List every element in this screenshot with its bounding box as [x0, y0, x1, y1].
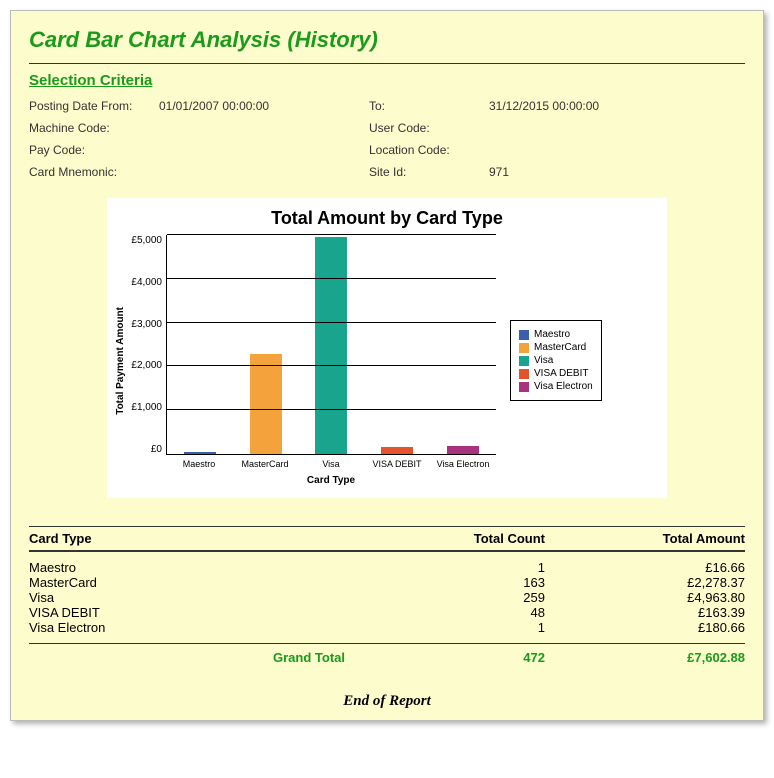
cell-count: 1 — [385, 620, 545, 635]
legend-item: VISA DEBIT — [519, 368, 593, 379]
x-tick-label: VISA DEBIT — [367, 459, 427, 469]
y-tick: £2,000 — [128, 360, 162, 371]
chart-gridline — [167, 365, 496, 366]
chart-bar — [184, 452, 216, 454]
legend-label: Maestro — [534, 329, 570, 340]
report-page: Card Bar Chart Analysis (History) Select… — [10, 10, 764, 721]
cell-card-type: MasterCard — [29, 575, 385, 590]
legend-swatch — [519, 382, 529, 392]
x-tick-label: Maestro — [169, 459, 229, 469]
summary-table: Card Type Total Count Total Amount Maest… — [29, 526, 745, 671]
grand-total-label: Grand Total — [29, 650, 385, 665]
site-id-value: 971 — [489, 165, 745, 179]
col-total-amount: Total Amount — [545, 531, 745, 546]
cell-amount: £16.66 — [545, 560, 745, 575]
posting-to-label: To: — [369, 99, 489, 113]
chart-y-axis: £5,000 £4,000 £3,000 £2,000 £1,000 £0 — [128, 235, 166, 455]
user-code-label: User Code: — [369, 121, 489, 135]
chart-gridline — [167, 322, 496, 323]
chart-x-axis-label: Card Type — [166, 475, 496, 486]
cell-card-type: Visa — [29, 590, 385, 605]
chart-plot-area — [166, 235, 496, 455]
cell-card-type: VISA DEBIT — [29, 605, 385, 620]
table-row: VISA DEBIT48£163.39 — [29, 605, 745, 620]
x-tick-label: MasterCard — [235, 459, 295, 469]
chart-legend: Maestro MasterCard Visa VISA DEBIT Visa Elec… — [510, 320, 602, 401]
title-rule — [29, 63, 745, 64]
chart-gridline — [167, 278, 496, 279]
site-id-label: Site Id: — [369, 165, 489, 179]
col-total-count: Total Count — [385, 531, 545, 546]
x-tick-label: Visa — [301, 459, 361, 469]
chart-bar — [381, 447, 413, 454]
legend-item: Visa Electron — [519, 381, 593, 392]
y-tick: £5,000 — [128, 235, 162, 246]
x-tick-label: Visa Electron — [433, 459, 493, 469]
chart-gridline — [167, 234, 496, 235]
chart-bar — [250, 354, 282, 454]
cell-amount: £4,963.80 — [545, 590, 745, 605]
chart-title: Total Amount by Card Type — [113, 208, 661, 229]
table-header-row: Card Type Total Count Total Amount — [29, 527, 745, 550]
posting-from-value: 01/01/2007 00:00:00 — [159, 99, 369, 113]
table-row: Visa259£4,963.80 — [29, 590, 745, 605]
legend-label: Visa Electron — [534, 381, 593, 392]
pay-code-label: Pay Code: — [29, 143, 159, 157]
cell-amount: £180.66 — [545, 620, 745, 635]
chart-bar — [315, 237, 347, 454]
legend-swatch — [519, 343, 529, 353]
chart-bars — [167, 235, 496, 454]
card-mnemonic-label: Card Mnemonic: — [29, 165, 159, 179]
y-tick: £4,000 — [128, 277, 162, 288]
legend-swatch — [519, 356, 529, 366]
cell-card-type: Maestro — [29, 560, 385, 575]
cell-count: 48 — [385, 605, 545, 620]
legend-item: Visa — [519, 355, 593, 366]
legend-label: Visa — [534, 355, 553, 366]
y-tick: £1,000 — [128, 402, 162, 413]
cell-amount: £2,278.37 — [545, 575, 745, 590]
grand-total-row: Grand Total 472 £7,602.88 — [29, 644, 745, 671]
chart-gridline — [167, 409, 496, 410]
legend-item: Maestro — [519, 329, 593, 340]
cell-count: 259 — [385, 590, 545, 605]
end-of-report: End of Report — [29, 693, 745, 710]
page-title: Card Bar Chart Analysis (History) — [29, 27, 745, 53]
location-code-label: Location Code: — [369, 143, 489, 157]
cell-card-type: Visa Electron — [29, 620, 385, 635]
legend-label: VISA DEBIT — [534, 368, 588, 379]
y-tick: £3,000 — [128, 319, 162, 330]
chart-container: Total Amount by Card Type Total Payment … — [107, 198, 667, 498]
grand-total-count: 472 — [385, 650, 545, 665]
table-row: Visa Electron1£180.66 — [29, 620, 745, 635]
legend-item: MasterCard — [519, 342, 593, 353]
chart-y-axis-label: Total Payment Amount — [113, 307, 128, 415]
posting-to-value: 31/12/2015 00:00:00 — [489, 99, 745, 113]
selection-criteria-heading: Selection Criteria — [29, 72, 745, 89]
cell-count: 163 — [385, 575, 545, 590]
table-body: Maestro1£16.66MasterCard163£2,278.37Visa… — [29, 552, 745, 643]
cell-count: 1 — [385, 560, 545, 575]
y-tick: £0 — [128, 444, 162, 455]
criteria-block: Posting Date From: 01/01/2007 00:00:00 T… — [29, 95, 745, 183]
legend-swatch — [519, 369, 529, 379]
cell-amount: £163.39 — [545, 605, 745, 620]
grand-total-amount: £7,602.88 — [545, 650, 745, 665]
legend-swatch — [519, 330, 529, 340]
table-row: Maestro1£16.66 — [29, 560, 745, 575]
table-row: MasterCard163£2,278.37 — [29, 575, 745, 590]
col-card-type: Card Type — [29, 531, 385, 546]
machine-code-label: Machine Code: — [29, 121, 159, 135]
chart-bar — [447, 446, 479, 454]
chart-x-axis: Maestro MasterCard Visa VISA DEBIT Visa Elec… — [166, 455, 496, 469]
legend-label: MasterCard — [534, 342, 586, 353]
posting-from-label: Posting Date From: — [29, 99, 159, 113]
